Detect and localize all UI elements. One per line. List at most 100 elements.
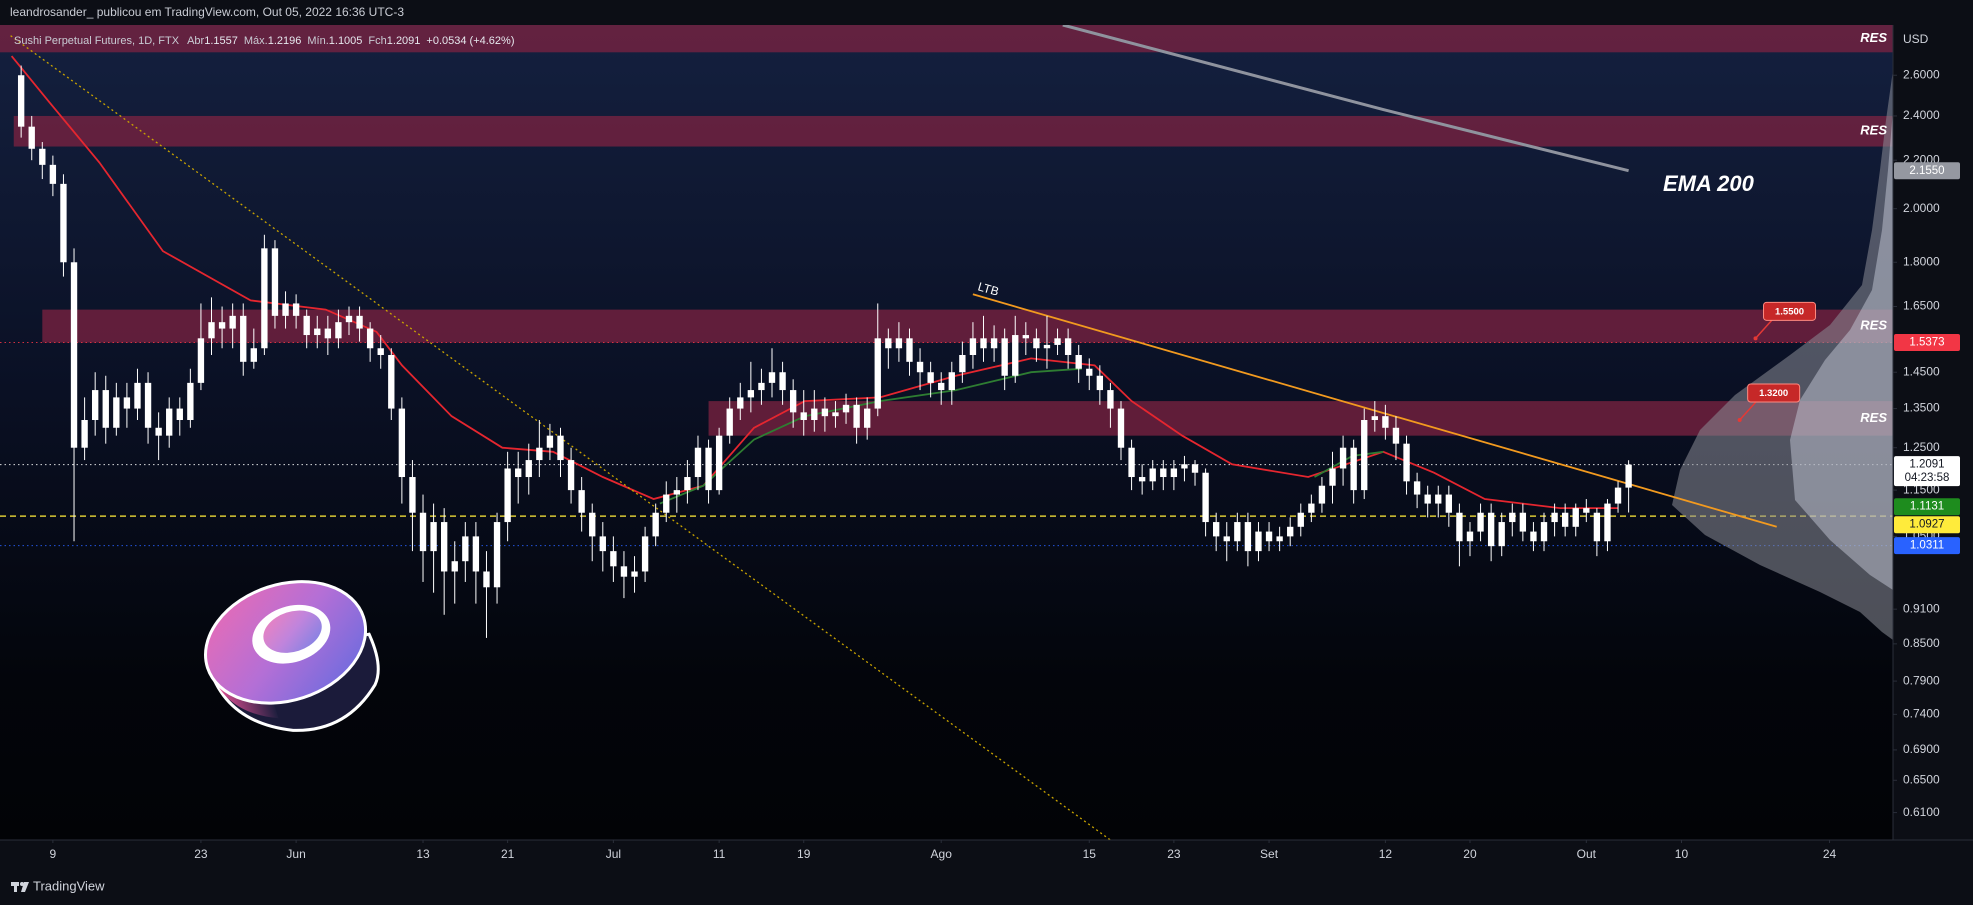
levels xyxy=(0,342,1893,547)
candle-body xyxy=(1456,512,1463,542)
candle-body xyxy=(1361,420,1368,491)
x-tick-label: 19 xyxy=(797,847,811,861)
candle-body xyxy=(652,512,659,537)
candle-body xyxy=(123,397,131,409)
candle-body xyxy=(1001,338,1008,376)
ohlc-value: 1.1005 xyxy=(329,35,363,47)
x-tick-label: Jun xyxy=(286,847,305,861)
candle-body xyxy=(49,164,57,184)
callout-box xyxy=(1763,301,1817,321)
candle-body xyxy=(737,397,744,409)
candle-body xyxy=(483,571,490,588)
candle-body xyxy=(1170,468,1178,478)
resistance-zone xyxy=(708,401,1893,436)
candle-body xyxy=(440,522,448,572)
callout-label: 1.5500 xyxy=(1775,306,1804,317)
candle-body xyxy=(451,561,458,572)
candle-body xyxy=(345,315,353,323)
price-axis-panel xyxy=(1893,0,1973,870)
candle-body xyxy=(187,382,194,421)
candle-body xyxy=(102,390,109,428)
y-tick-label: 1.4500 xyxy=(1903,364,1940,378)
candle-body xyxy=(990,338,998,349)
x-tick-label: 24 xyxy=(1823,847,1837,861)
x-tick-label: 23 xyxy=(194,847,208,861)
candle-body xyxy=(1487,512,1495,547)
price-tag xyxy=(1894,537,1960,555)
candle-body xyxy=(1191,464,1199,473)
candle-body xyxy=(853,404,860,428)
price-tag-label: 1.0311 xyxy=(1910,540,1944,552)
candle-body xyxy=(1530,531,1537,542)
y-tick-label: 2.0000 xyxy=(1903,201,1940,215)
candle-body xyxy=(1138,477,1146,482)
axis-unit: USD xyxy=(1903,32,1929,46)
price-tag-label: 1.2091 xyxy=(1909,459,1944,471)
callouts: 1.5500 1.3200 xyxy=(1737,301,1817,423)
ohlc-value: 1.2091 xyxy=(387,35,421,47)
candle-body xyxy=(409,477,416,513)
candle-body xyxy=(916,361,924,373)
y-tick-label: 2.4000 xyxy=(1903,108,1940,122)
x-tick-label: 12 xyxy=(1379,847,1393,861)
candle-body xyxy=(927,372,934,383)
candle-body xyxy=(240,315,247,362)
candle-body xyxy=(620,566,628,577)
candle-body xyxy=(229,315,236,329)
candle-body xyxy=(493,522,501,588)
candle-body xyxy=(969,338,977,355)
candle-body xyxy=(398,408,406,478)
annotation: LTB xyxy=(976,279,1000,298)
candle-body xyxy=(705,447,712,491)
x-tick-label: 13 xyxy=(416,847,430,861)
candle-body xyxy=(1064,338,1072,355)
candle-body xyxy=(1265,531,1273,542)
candle-body xyxy=(779,372,786,391)
candle-body xyxy=(39,148,46,165)
callout-anchor xyxy=(1753,336,1758,341)
candle-body xyxy=(1509,512,1516,523)
candle-body xyxy=(694,447,702,478)
candle-body xyxy=(197,338,205,383)
y-tick-label: 0.7400 xyxy=(1903,707,1940,721)
overlay-line xyxy=(659,367,1082,505)
candle-body xyxy=(1403,443,1410,482)
y-tick-label: 1.6500 xyxy=(1903,299,1940,313)
candle-body xyxy=(1413,481,1421,495)
candle-body xyxy=(864,408,871,428)
candle-body xyxy=(1424,494,1431,504)
zone-label: RES xyxy=(1860,123,1887,138)
candle-body xyxy=(832,412,839,417)
candle-body xyxy=(81,420,88,448)
candle-body xyxy=(208,322,215,339)
ohlc-name: Abr xyxy=(187,35,204,47)
candle-body xyxy=(578,490,585,513)
candle-body xyxy=(1551,512,1558,523)
candle-body xyxy=(599,536,606,552)
candle-body xyxy=(1244,522,1252,552)
candle-body xyxy=(504,468,511,523)
candle-body xyxy=(1043,344,1051,349)
candle-body xyxy=(1392,427,1400,444)
publisher-line: leandrosander_ publicou em TradingView.c… xyxy=(10,5,404,19)
candle-body xyxy=(1583,508,1590,513)
candle-body xyxy=(1445,494,1453,513)
symbol-line: Sushi Perpetual Futures, 1D, FTX Abr1.155… xyxy=(14,35,515,47)
candle-body xyxy=(166,408,173,436)
candle-body xyxy=(1625,464,1632,488)
resistance-zone xyxy=(42,309,1893,343)
price-tag xyxy=(1894,516,1960,534)
candle-body xyxy=(134,382,141,409)
ohlc-name: Mín. xyxy=(307,35,328,47)
y-tick-label: 1.2500 xyxy=(1903,440,1940,454)
ohlc-name: Máx. xyxy=(244,35,268,47)
footer-logo xyxy=(11,882,29,892)
candle-body xyxy=(515,468,522,478)
zone-label: RES xyxy=(1860,318,1887,333)
price-tag xyxy=(1894,498,1960,516)
candle-body xyxy=(885,338,892,349)
candle-body xyxy=(176,408,183,421)
candle-body xyxy=(261,248,268,349)
header-bar xyxy=(0,0,1973,25)
